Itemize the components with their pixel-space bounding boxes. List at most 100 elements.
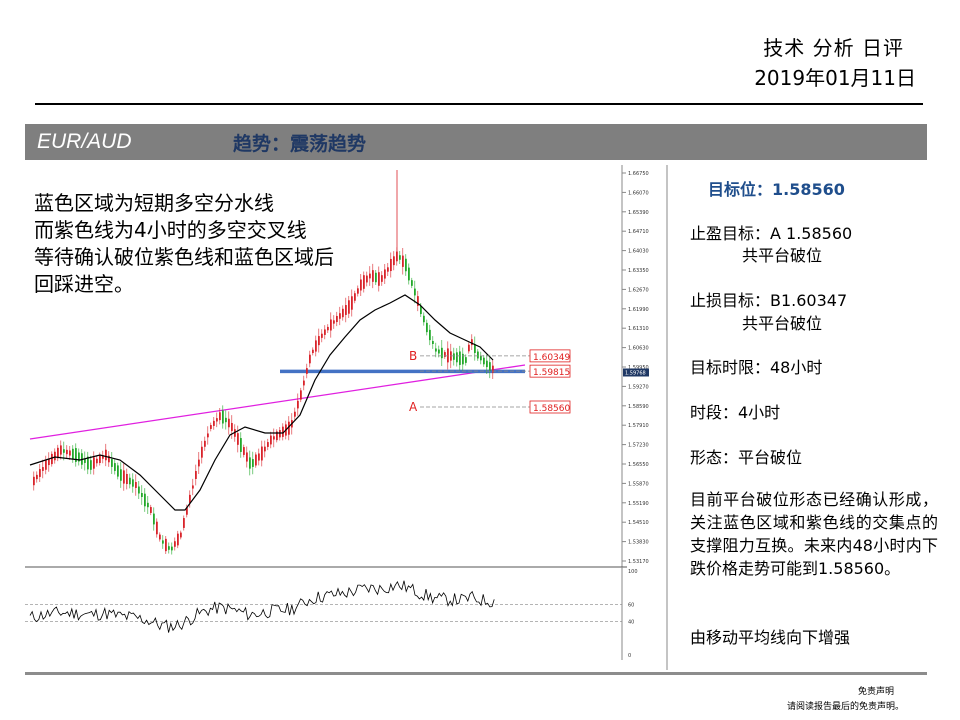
price-tick-label: 1.53170 — [628, 559, 649, 565]
candle-body — [429, 329, 431, 341]
candle-body — [288, 421, 290, 435]
candle-body — [414, 288, 416, 296]
candle-body — [198, 459, 200, 467]
oscillator-line — [29, 580, 495, 633]
candle-body — [42, 467, 44, 471]
level-box — [529, 349, 571, 363]
target-price: 目标位：1.58560 — [708, 180, 845, 199]
trend-label: 趋势：震荡趋势 — [233, 132, 367, 155]
candle-body — [399, 255, 401, 260]
candle-body — [114, 463, 116, 471]
price-tick-label: 1.64030 — [628, 249, 649, 255]
candle-body — [111, 459, 113, 467]
candle-body — [363, 275, 365, 289]
candle-body — [270, 435, 272, 445]
candle-body — [408, 267, 410, 281]
chart-background — [25, 165, 670, 675]
candle-body — [177, 533, 179, 546]
candle-body — [384, 269, 386, 279]
osc-tick-label: 60 — [628, 603, 634, 609]
candle-body — [222, 410, 224, 424]
candle-body — [366, 275, 368, 283]
candle-body — [432, 340, 434, 345]
price-tick-label: 1.57910 — [628, 423, 649, 429]
candle-body — [216, 418, 218, 422]
candle-body — [69, 450, 71, 456]
price-tick-label: 1.57230 — [628, 443, 649, 449]
candle-body — [345, 305, 347, 315]
level-box — [529, 364, 571, 378]
candle-body — [459, 351, 461, 365]
candle-body — [420, 305, 422, 315]
footer-divider — [25, 672, 927, 675]
candle-body — [351, 296, 353, 310]
candle-body — [51, 453, 53, 465]
candle-body — [402, 255, 404, 267]
candle-body — [117, 465, 119, 477]
price-tick-label: 1.53830 — [628, 540, 649, 546]
level-value: 1.59815 — [533, 368, 570, 378]
candle-body — [333, 320, 335, 324]
price-tick-label: 1.55870 — [628, 481, 649, 487]
candle-body — [36, 474, 38, 480]
candle-body — [342, 308, 344, 318]
price-tick-label: 1.63350 — [628, 268, 649, 274]
candle-body — [108, 455, 110, 463]
candle-body — [132, 479, 134, 487]
candle-body — [186, 507, 188, 515]
level-value: 1.58560 — [533, 404, 570, 414]
price-tick-label: 1.66750 — [628, 171, 649, 177]
candle-body — [84, 459, 86, 463]
moving-average-line — [29, 294, 494, 511]
candle-body — [312, 349, 314, 354]
take-profit: 止盈目标：A 1.58560 — [690, 224, 853, 243]
level-value: 1.60349 — [533, 353, 570, 363]
price-tick-label: 1.62670 — [628, 287, 649, 293]
price-chart: 1.66750 1.66070 1.65390 1.64710 1.64030 1.633… — [25, 165, 670, 675]
price-tick-label: 1.54510 — [628, 520, 649, 526]
candle-body — [168, 546, 170, 550]
price-tick-label: 1.55190 — [628, 501, 649, 507]
price-tick-label: 1.58590 — [628, 404, 649, 410]
osc-tick-label: 0 — [628, 653, 631, 659]
candle-body — [102, 455, 104, 459]
candle-body — [48, 458, 50, 466]
support-zone — [280, 369, 525, 374]
candle-body — [153, 513, 155, 525]
candle-body — [207, 433, 209, 438]
pattern: 形态：平台破位 — [690, 448, 803, 467]
analysis-description: 目前平台破位形态已经确认形成，关注蓝色区域和紫色线的交集点的支撑阻力互换。未来内… — [690, 490, 938, 578]
candle-body — [54, 451, 56, 461]
candle-body — [423, 315, 425, 323]
candle-body — [228, 418, 230, 428]
price-tick-label: 1.61990 — [628, 307, 649, 313]
candle-body — [354, 293, 356, 301]
candle-body — [411, 280, 413, 286]
price-tick-label: 1.66070 — [628, 190, 649, 196]
candle-body — [240, 438, 242, 452]
price-tick-label: 1.60630 — [628, 346, 649, 352]
candle-body — [357, 288, 359, 294]
chart-note-line: 蓝色区域为短期多空分水线 — [34, 191, 274, 215]
price-tick-label: 1.61310 — [628, 326, 649, 332]
candle-body — [219, 412, 221, 421]
candle-body — [327, 326, 329, 331]
candle-body — [456, 352, 458, 363]
candle-body — [480, 355, 482, 361]
period: 时段：4小时 — [690, 403, 781, 422]
candle-body — [72, 448, 74, 460]
price-tick-label: 1.65390 — [628, 210, 649, 216]
candle-body — [390, 258, 392, 272]
candle-body — [444, 352, 446, 357]
candle-body — [387, 267, 389, 272]
disclaimer-title: 免责声明 — [857, 687, 894, 697]
stop-loss: 止损目标：B1.60347 — [690, 291, 848, 310]
candle-body — [156, 521, 158, 535]
candle-body — [273, 436, 275, 440]
candle-body — [483, 357, 485, 365]
current-price-label: 1.59768 — [625, 370, 646, 376]
candle-body — [141, 493, 143, 497]
candle-body — [201, 446, 203, 458]
candle-body — [150, 507, 152, 513]
candle-body — [75, 448, 77, 462]
